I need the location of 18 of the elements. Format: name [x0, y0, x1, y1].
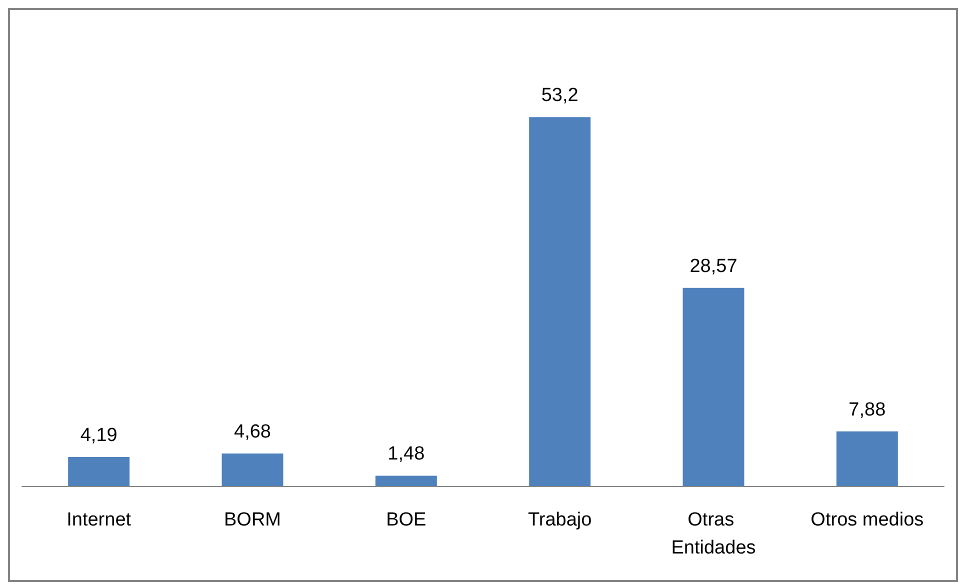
bar — [682, 288, 744, 486]
data-label: 1,48 — [388, 444, 425, 465]
bar — [836, 431, 898, 486]
data-label: 7,88 — [848, 399, 886, 420]
data-label: 53,2 — [541, 85, 578, 106]
x-tick-label: Trabajo — [528, 510, 592, 530]
data-label: 28,57 — [690, 256, 738, 277]
x-tick-label: Internet — [66, 510, 132, 530]
x-tick-label: Otros medios — [810, 510, 924, 530]
bar — [222, 454, 284, 486]
x-tick-label: Otras Entidades — [671, 510, 756, 558]
bar — [68, 456, 130, 486]
bar — [529, 117, 591, 486]
x-tick-label: BOE — [386, 510, 426, 530]
bar — [375, 476, 437, 486]
data-label: 4,19 — [80, 424, 118, 446]
x-tick-label: BORM — [224, 510, 281, 530]
data-label: 4,68 — [234, 422, 271, 443]
